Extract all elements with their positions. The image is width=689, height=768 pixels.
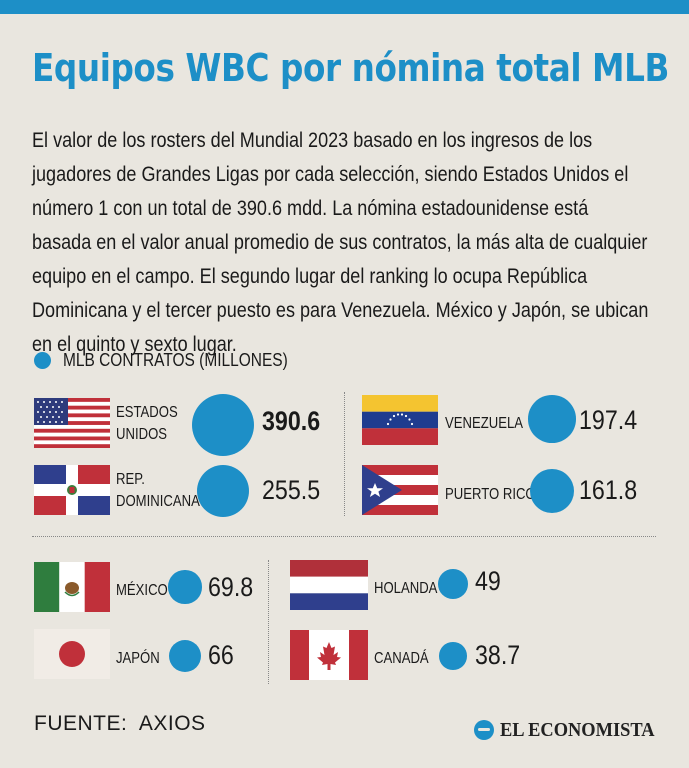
divider-vertical-bottom xyxy=(268,560,269,684)
value-label: 66 xyxy=(208,640,234,670)
legend: MLB CONTRATOS (MILLONES) xyxy=(34,345,324,375)
value-bubble xyxy=(168,570,202,604)
netherlands-flag-icon xyxy=(290,560,368,610)
team-label: PUERTO RICO xyxy=(445,486,536,503)
source-note: FUENTE: AXIOS xyxy=(34,712,206,735)
top-accent-bar xyxy=(0,0,689,14)
team-label: ESTADOS UNIDOS xyxy=(116,404,178,443)
value-label: 49 xyxy=(475,566,501,596)
chart-description: El valor de los rosters del Mundial 2023… xyxy=(32,129,649,356)
team-label: VENEZUELA xyxy=(445,415,524,432)
value-label: 38.7 xyxy=(475,640,521,670)
brand-name: EL ECONOMISTA xyxy=(500,718,655,741)
value-bubble xyxy=(192,394,254,456)
team-label: JAPÓN xyxy=(116,650,160,667)
value-bubble xyxy=(438,569,468,599)
value-label: 69.8 xyxy=(208,572,254,602)
chart-title: Equipos WBC por nómina total MLB xyxy=(32,46,670,90)
value-label: 255.5 xyxy=(262,475,321,505)
value-bubble xyxy=(196,464,250,518)
value-bubble xyxy=(439,642,467,670)
canada-flag-icon xyxy=(290,630,368,680)
value-bubble xyxy=(528,395,576,443)
usa-flag-icon xyxy=(34,398,110,448)
value-bubble xyxy=(168,639,202,673)
team-label: MÉXICO xyxy=(116,582,168,599)
value-label: 197.4 xyxy=(579,405,638,435)
team-label: HOLANDA xyxy=(374,580,438,597)
mexico-flag-icon xyxy=(34,562,110,612)
value-label: 390.6 xyxy=(262,406,321,436)
japan-flag-icon xyxy=(34,629,110,679)
brand-logo: EL ECONOMISTA xyxy=(474,716,668,744)
legend-dot-icon xyxy=(34,351,51,369)
team-label: CANADÁ xyxy=(374,650,429,667)
puerto-rico-flag-icon xyxy=(362,465,438,515)
dominican-republic-flag-icon xyxy=(34,465,110,515)
legend-label: MLB CONTRATOS (MILLONES) xyxy=(63,349,288,370)
divider-horizontal xyxy=(32,536,656,537)
venezuela-flag-icon xyxy=(362,395,438,445)
value-label: 161.8 xyxy=(579,475,638,505)
brand-globe-icon xyxy=(474,720,494,740)
team-label: REP. DOMINICANA xyxy=(116,471,200,510)
divider-vertical-top xyxy=(344,392,345,516)
value-bubble xyxy=(529,468,575,514)
